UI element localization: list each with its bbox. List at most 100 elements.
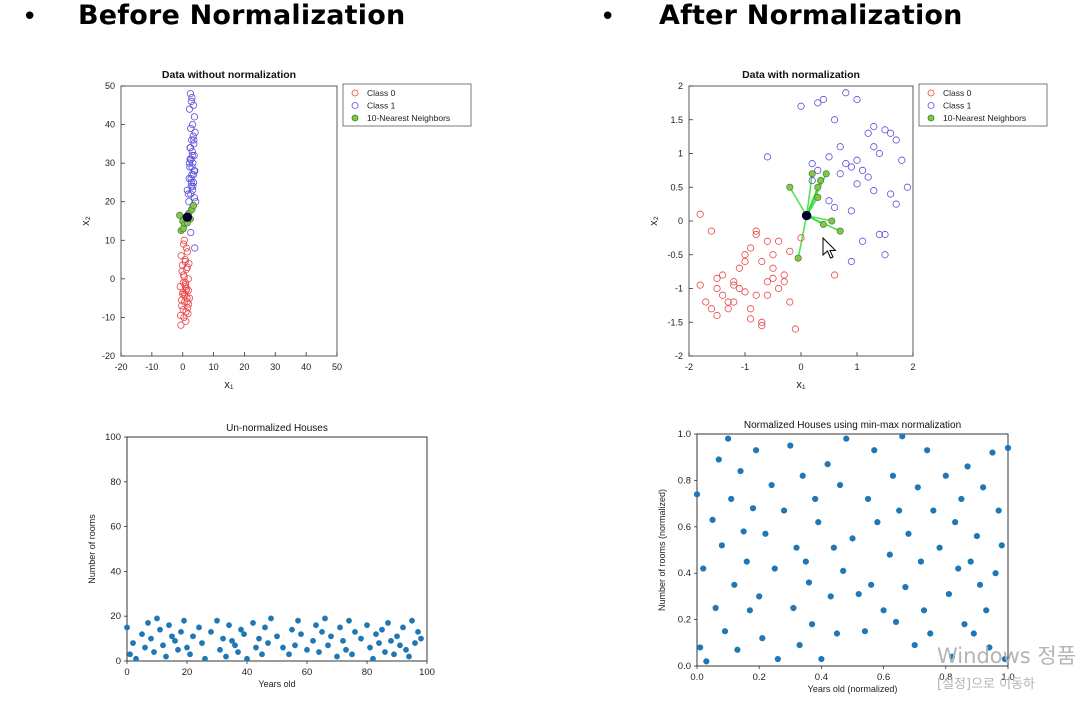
- class0-point: [182, 308, 190, 316]
- house-point: [802, 558, 809, 565]
- class1-point: [842, 160, 850, 168]
- class0-point: [176, 311, 185, 320]
- house-point: [712, 604, 719, 612]
- y-tick-label: 0.6: [678, 522, 691, 533]
- class1-point: [830, 116, 839, 124]
- x-tick-label: 40: [242, 667, 253, 678]
- house-point: [340, 637, 346, 644]
- cursor-arrow-shape: [822, 236, 837, 259]
- house-point: [1004, 444, 1012, 452]
- plot-area: [120, 85, 338, 357]
- class1-point: [190, 136, 198, 144]
- house-point: [902, 584, 909, 591]
- house-point: [787, 442, 794, 449]
- house-point: [889, 472, 897, 479]
- class1-point: [903, 183, 912, 191]
- neighbor-point: [190, 202, 198, 210]
- class0-point: [758, 257, 766, 266]
- legend-class1-marker: [351, 102, 359, 109]
- house-point: [334, 653, 340, 660]
- class1-point: [825, 197, 833, 205]
- house-point: [370, 655, 376, 662]
- x-tick-label: 80: [362, 667, 373, 678]
- house-point: [917, 558, 925, 565]
- query-point: [182, 212, 193, 222]
- house-point: [995, 507, 1002, 514]
- class0-point: [763, 278, 772, 286]
- house-point: [952, 519, 959, 526]
- house-point: [724, 435, 732, 442]
- house-point: [343, 646, 349, 653]
- chart-houses_norm: 0.0 0.2 0.4 0.6 0.8 1.0 0.0 0.2 0.4 0.6 0.8 1.0 Norm…: [657, 420, 1015, 694]
- house-point: [886, 551, 893, 558]
- house-point: [280, 644, 286, 651]
- house-point: [181, 617, 187, 624]
- class0-point: [707, 227, 716, 235]
- class1-point: [186, 155, 194, 163]
- class0-point: [830, 271, 839, 279]
- house-point: [759, 635, 766, 642]
- class1-point: [189, 182, 197, 190]
- house-point: [346, 617, 352, 624]
- class0-point: [184, 309, 192, 318]
- house-point: [743, 558, 750, 565]
- house-point: [262, 624, 268, 631]
- class0-point: [797, 234, 805, 242]
- house-point: [226, 622, 232, 629]
- legend-class0-marker: [927, 89, 935, 97]
- house-point: [259, 651, 265, 658]
- house-point: [253, 644, 259, 651]
- class0-point: [746, 305, 755, 313]
- house-point: [286, 651, 292, 658]
- house-point: [229, 637, 235, 644]
- house-point: [214, 617, 220, 624]
- class0-point: [763, 237, 772, 245]
- class1-point: [184, 190, 192, 198]
- house-point: [310, 637, 316, 644]
- house-point: [304, 646, 310, 653]
- class1-point: [853, 95, 861, 104]
- class0-point: [718, 291, 727, 299]
- house-point: [274, 633, 280, 640]
- class0-point: [730, 298, 738, 306]
- house-point: [749, 505, 757, 512]
- class0-point: [696, 281, 704, 289]
- house-point: [256, 635, 262, 642]
- house-point: [394, 633, 400, 640]
- x-tick-label: -2: [685, 362, 693, 372]
- y-axis-label: Number of rooms (normalized): [657, 489, 667, 611]
- class0-point: [184, 304, 192, 312]
- y-tick-label: 20: [110, 611, 121, 622]
- class0-point: [707, 305, 716, 313]
- house-point: [250, 620, 256, 626]
- house-point: [998, 542, 1005, 549]
- house-point: [774, 655, 781, 663]
- house-point: [130, 640, 136, 646]
- house-point: [148, 635, 154, 642]
- y-tick-label: 0: [116, 656, 121, 667]
- mouse-cursor-icon: [822, 236, 837, 259]
- house-point: [208, 628, 214, 635]
- house-point: [780, 507, 788, 514]
- right-bullet: •: [600, 2, 616, 32]
- neighbor-point: [814, 183, 822, 191]
- house-point: [970, 630, 977, 637]
- house-point: [184, 644, 190, 651]
- query-point: [801, 210, 812, 221]
- class1-point: [825, 153, 833, 161]
- house-point: [160, 642, 166, 649]
- class1-point: [892, 136, 900, 144]
- y-tick-label: 50: [105, 81, 115, 91]
- house-point: [718, 542, 725, 549]
- class1-point: [187, 97, 195, 106]
- x-tick-label: 50: [332, 362, 342, 372]
- class1-point: [188, 120, 197, 129]
- house-point: [418, 635, 424, 642]
- class1-point: [186, 163, 194, 171]
- x-tick-label: 0.4: [815, 672, 828, 683]
- class1-point: [188, 163, 196, 171]
- house-point: [364, 622, 370, 629]
- class0-point: [791, 325, 800, 333]
- y-tick-label: -1.5: [667, 317, 683, 327]
- class1-point: [187, 228, 195, 237]
